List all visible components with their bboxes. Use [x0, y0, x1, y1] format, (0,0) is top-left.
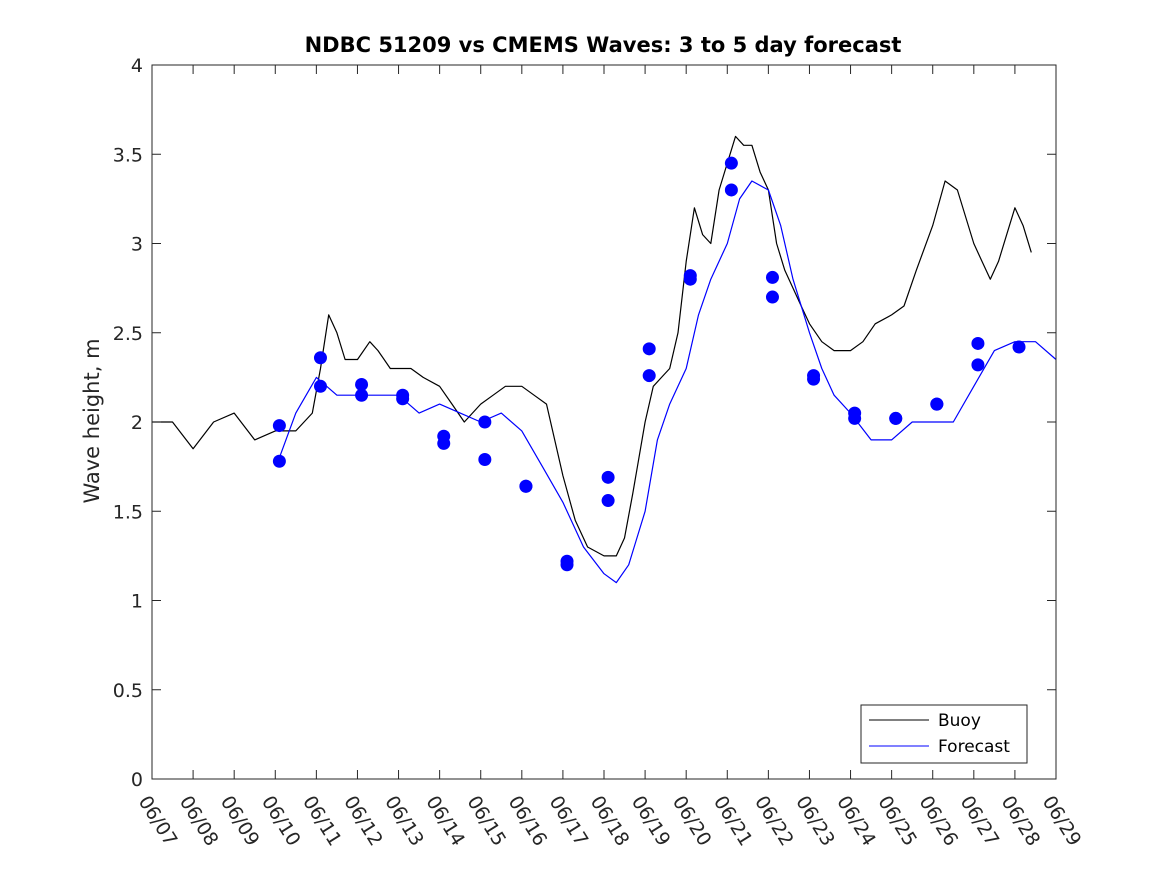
forecast-marker — [355, 388, 369, 402]
x-tick-label: 06/09 — [216, 792, 264, 850]
series-line-buoy — [152, 135, 1032, 557]
x-tick-label: 06/22 — [750, 792, 798, 850]
chart-title: NDBC 51209 vs CMEMS Waves: 3 to 5 day fo… — [305, 33, 902, 57]
y-tick-label: 3.5 — [113, 144, 143, 166]
legend-label-forecast: Forecast — [938, 737, 1010, 757]
x-tick-label: 06/11 — [298, 792, 346, 850]
x-tick-label: 06/20 — [668, 792, 716, 850]
x-tick-label: 06/16 — [504, 792, 552, 850]
forecast-marker — [437, 436, 451, 450]
x-tick-label: 06/28 — [997, 792, 1045, 850]
forecast-marker — [848, 411, 862, 425]
y-tick-label: 0.5 — [113, 680, 143, 702]
y-tick-label: 2 — [131, 412, 143, 434]
x-tick-label: 06/12 — [339, 792, 387, 850]
x-tick-label: 06/24 — [832, 792, 880, 850]
forecast-marker — [313, 351, 327, 365]
y-tick-label: 2.5 — [113, 323, 143, 345]
forecast-marker — [765, 290, 779, 304]
forecast-marker — [724, 183, 738, 197]
forecast-marker — [396, 392, 410, 406]
series-line-forecast — [278, 180, 1057, 584]
y-tick-label: 1 — [131, 591, 143, 613]
x-tick-label: 06/26 — [914, 792, 962, 850]
forecast-marker — [971, 336, 985, 350]
x-tick-label: 06/10 — [257, 792, 305, 850]
forecast-marker — [807, 372, 821, 386]
x-tick-label: 06/13 — [380, 792, 428, 850]
forecast-marker — [642, 342, 656, 356]
plot-area — [152, 135, 1057, 584]
forecast-marker — [519, 479, 533, 493]
x-tick-label: 06/23 — [791, 792, 839, 850]
forecast-marker — [930, 397, 944, 411]
forecast-marker — [765, 270, 779, 284]
x-tick-label: 06/17 — [545, 792, 593, 850]
x-tick-label: 06/08 — [175, 792, 223, 850]
forecast-marker — [560, 558, 574, 572]
forecast-marker — [889, 411, 903, 425]
x-tick-label: 06/07 — [134, 792, 182, 850]
y-tick-label: 4 — [131, 55, 143, 77]
forecast-marker — [272, 419, 286, 433]
forecast-marker — [272, 454, 286, 468]
forecast-marker — [971, 358, 985, 372]
x-tick-label: 06/21 — [709, 792, 757, 850]
forecast-marker — [1012, 340, 1026, 354]
forecast-marker — [601, 494, 615, 508]
legend-label-buoy: Buoy — [938, 711, 981, 731]
y-tick-label: 1.5 — [113, 501, 143, 523]
y-axis: 0 0.5 1 1.5 2 2.5 3 3.5 4 — [113, 55, 1056, 791]
y-axis-label: Wave height, m — [80, 338, 104, 503]
x-tick-label: 06/18 — [586, 792, 634, 850]
forecast-marker — [313, 379, 327, 393]
y-tick-label: 3 — [131, 234, 143, 256]
forecast-marker — [478, 415, 492, 429]
x-tick-label: 06/15 — [462, 792, 510, 850]
x-tick-label: 06/29 — [1038, 792, 1086, 850]
x-tick-label: 06/25 — [873, 792, 921, 850]
x-tick-label: 06/19 — [627, 792, 675, 850]
forecast-marker — [683, 272, 697, 286]
forecast-marker — [355, 378, 369, 392]
forecast-marker — [724, 156, 738, 170]
forecast-marker — [478, 452, 492, 466]
y-tick-label: 0 — [131, 769, 143, 791]
x-tick-label: 06/27 — [956, 792, 1004, 850]
legend-box — [860, 704, 1028, 764]
forecast-marker — [642, 369, 656, 383]
x-tick-label: 06/14 — [421, 792, 469, 850]
forecast-marker — [601, 470, 615, 484]
legend: Buoy Forecast — [860, 704, 1028, 764]
